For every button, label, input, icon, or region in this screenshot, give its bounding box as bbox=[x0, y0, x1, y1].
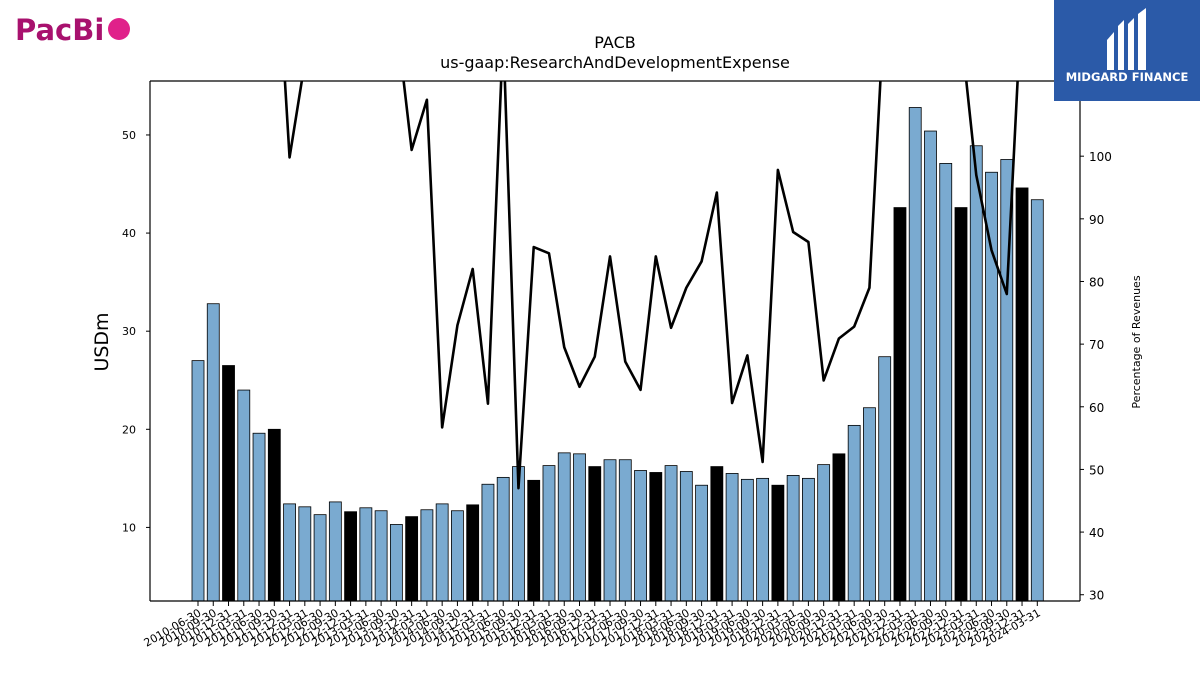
bar bbox=[817, 464, 831, 602]
bar bbox=[847, 424, 861, 602]
bar bbox=[298, 506, 312, 602]
bar bbox=[969, 145, 983, 602]
bar bbox=[771, 484, 785, 602]
bar bbox=[481, 483, 495, 602]
bar bbox=[802, 477, 815, 602]
y2-tick-label: 100 bbox=[1089, 150, 1112, 164]
bar bbox=[267, 428, 281, 602]
y2-axis-ticks: 30 40 50 60 70 80 90 100 bbox=[1080, 150, 1112, 603]
bar bbox=[374, 510, 388, 602]
bar bbox=[939, 163, 953, 602]
bar bbox=[435, 503, 449, 602]
bar bbox=[237, 389, 251, 602]
bar bbox=[908, 107, 922, 602]
line-series bbox=[283, 81, 1019, 490]
bar bbox=[878, 356, 892, 602]
bar bbox=[206, 303, 220, 602]
bar bbox=[466, 504, 480, 602]
bar bbox=[618, 459, 632, 602]
bar bbox=[496, 476, 510, 602]
y-tick-label: 50 bbox=[122, 129, 136, 142]
bar bbox=[1030, 199, 1044, 602]
midgard-logo-icon bbox=[1107, 8, 1146, 70]
bar bbox=[191, 360, 205, 602]
y-tick-label: 20 bbox=[122, 423, 136, 436]
bar bbox=[954, 207, 968, 602]
chart-subtitle: us-gaap:ResearchAndDevelopmentExpense bbox=[440, 53, 790, 72]
bar bbox=[710, 466, 724, 602]
bar bbox=[451, 510, 464, 602]
bar bbox=[924, 130, 937, 602]
y2-tick-label: 70 bbox=[1089, 338, 1104, 352]
y2-tick-label: 50 bbox=[1089, 463, 1104, 477]
midgard-finance-logo: MIDGARD FINANCE bbox=[1054, 0, 1200, 101]
y-tick-label: 40 bbox=[122, 227, 136, 240]
bar bbox=[252, 432, 266, 602]
y-tick-label: 30 bbox=[122, 325, 136, 338]
bar bbox=[588, 466, 602, 602]
bar bbox=[573, 453, 586, 602]
bar bbox=[893, 207, 907, 602]
bar bbox=[863, 407, 876, 602]
bar bbox=[557, 452, 571, 602]
bar bbox=[985, 171, 998, 602]
pacbio-logo: PacBi bbox=[15, 13, 130, 47]
y2-tick-label: 80 bbox=[1089, 275, 1104, 289]
y2-tick-label: 90 bbox=[1089, 213, 1104, 227]
bar bbox=[740, 478, 754, 602]
bar bbox=[664, 465, 678, 602]
y-tick-label: 10 bbox=[122, 521, 136, 534]
y-axis-ticks: 10 20 30 40 50 bbox=[122, 129, 150, 534]
bar-series bbox=[191, 107, 1044, 602]
bar bbox=[832, 453, 846, 602]
bar bbox=[756, 477, 770, 602]
pacbio-logo-dot bbox=[108, 18, 130, 40]
bar bbox=[222, 365, 235, 602]
bar bbox=[695, 484, 708, 602]
midgard-logo-text: MIDGARD FINANCE bbox=[1066, 70, 1189, 84]
bar bbox=[786, 475, 800, 602]
y2-tick-label: 40 bbox=[1089, 526, 1104, 540]
bar bbox=[649, 472, 663, 602]
x-axis-ticks: 2010-06-302010-09-302010-12-312011-03-31… bbox=[142, 601, 1043, 650]
bar bbox=[725, 473, 739, 602]
bar bbox=[344, 511, 358, 602]
bar bbox=[405, 516, 419, 602]
bar bbox=[359, 507, 373, 602]
axes bbox=[149, 80, 1081, 602]
bar bbox=[313, 514, 327, 602]
bar bbox=[527, 479, 541, 602]
y2-tick-label: 30 bbox=[1089, 589, 1104, 603]
y-axis-label: USDm bbox=[91, 312, 113, 371]
pacbio-logo-text: PacBi bbox=[15, 13, 104, 47]
bar bbox=[389, 524, 403, 602]
bar bbox=[420, 509, 434, 602]
bar bbox=[634, 470, 647, 602]
bar bbox=[679, 471, 693, 602]
line-series-group bbox=[283, 81, 1019, 490]
bar bbox=[283, 503, 296, 602]
chart-title: PACB bbox=[594, 33, 635, 52]
bar bbox=[542, 465, 556, 602]
y2-tick-label: 60 bbox=[1089, 401, 1104, 415]
midgard-logo-bg bbox=[1054, 0, 1200, 101]
bar bbox=[1015, 187, 1029, 602]
bar bbox=[603, 459, 617, 602]
bar bbox=[328, 501, 342, 602]
y2-axis-label: Percentage of Revenues bbox=[1130, 275, 1143, 408]
